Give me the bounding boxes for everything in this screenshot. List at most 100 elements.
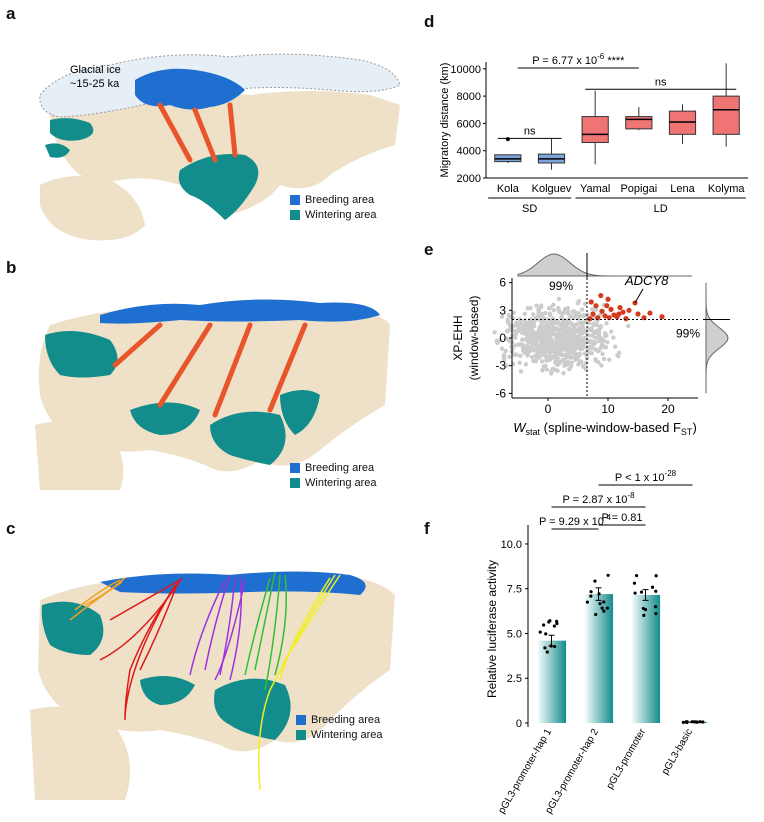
scatter-point-bg — [617, 350, 622, 356]
breeding-swatch — [290, 463, 300, 473]
scatter-point-bg — [517, 322, 522, 327]
tracks-purple — [189, 574, 246, 681]
scatter-point-bg — [592, 340, 598, 345]
wintering-area-c3 — [140, 676, 195, 705]
scatter-point-bg — [585, 349, 591, 354]
scatter-point-bg — [523, 332, 528, 337]
scatter-point-bg — [601, 356, 607, 362]
replicate-point — [654, 574, 658, 578]
replicate-point — [654, 611, 658, 616]
scatter-point-bg — [575, 357, 580, 362]
scatter-point-bg — [540, 314, 545, 319]
scatter-point-bg — [499, 314, 505, 319]
scatter-point-bg — [552, 326, 557, 331]
replicate-point — [695, 720, 699, 724]
scatter-point-bg — [492, 330, 497, 335]
replicate-point — [605, 606, 610, 610]
scatter-point-bg — [556, 328, 562, 334]
scatter-point-bg — [569, 360, 575, 365]
chart-e: 0 10 20 -6 -3 0 3 6 99% 99% ADCY8 XP-EHH (window-bas… — [451, 253, 730, 437]
sig-label: P = 2.87 x 10-8 — [562, 491, 635, 506]
scatter-point-bg — [543, 334, 549, 340]
bar-2 — [583, 594, 614, 723]
migration-arrows-a — [157, 102, 238, 163]
panel-letter-e: e — [424, 240, 434, 259]
scatter-point-bg — [594, 328, 599, 334]
replicate-point — [544, 632, 548, 636]
replicate-point — [542, 623, 546, 627]
scatter-point-bg — [520, 337, 525, 342]
y-tick-label: 7.5 — [507, 584, 522, 596]
scatter-point-bg — [557, 334, 562, 339]
replicate-point — [589, 594, 593, 598]
replicate-point — [685, 720, 689, 724]
scatter-point-bg — [612, 344, 618, 349]
scatter-point-bg — [531, 312, 536, 317]
scatter-point-bg — [511, 323, 516, 329]
scatter-point-bg — [534, 341, 539, 347]
x-tick-label: Kolguev — [532, 183, 572, 195]
scatter-point-top — [616, 311, 622, 317]
legend-breeding-label: Breeding area — [311, 714, 381, 726]
panel-letter-c: c — [6, 519, 16, 538]
replicate-point — [602, 609, 606, 613]
marginal-density-y — [705, 282, 729, 394]
scatter-point-bg — [522, 311, 527, 316]
scatter-point-bg — [573, 345, 579, 351]
replicate-point — [650, 585, 655, 589]
scatter-point-bg — [565, 329, 570, 335]
scatter-point-bg — [598, 324, 604, 329]
scatter-point-bg — [547, 333, 553, 338]
scatter-point-bg — [590, 306, 595, 312]
y-tick-label: 2000 — [457, 173, 481, 185]
scatter-point-bg — [557, 346, 563, 351]
sig-label: ns — [524, 125, 536, 137]
scatter-point-top — [602, 313, 608, 319]
scatter-point-bg — [544, 367, 549, 372]
scatter-point-bg — [552, 344, 558, 349]
scatter-point-bg — [586, 320, 592, 326]
map-a: Glacial ice ~15-25 ka — [39, 53, 401, 241]
tracks-red — [99, 577, 183, 721]
sig-label: P < 1 x 10-28 — [615, 469, 677, 484]
scatter-point-bg — [527, 333, 532, 338]
scatter-point-bg — [582, 313, 587, 319]
percentile-label-x: 99% — [549, 279, 573, 293]
scatter-point-bg — [603, 333, 608, 339]
scatter-point-bg — [538, 331, 544, 337]
scatter-point-bg — [538, 353, 544, 358]
ice-label-line1: Glacial ice — [70, 64, 121, 76]
box-yamal — [581, 116, 609, 144]
scatter-point-top — [593, 303, 599, 309]
replicate-point — [602, 600, 606, 604]
x-tick-label: 10 — [601, 402, 615, 416]
wintering-area-b4 — [280, 390, 320, 435]
scatter-point-bg — [522, 350, 527, 356]
y-tick-label: 5.0 — [507, 628, 522, 640]
y-tick-label: 0 — [516, 718, 522, 730]
y-tick-label: 6000 — [457, 118, 481, 130]
scatter-point-bg — [596, 360, 601, 365]
scatter-point-bg — [507, 313, 512, 319]
scatter-point-bg — [539, 359, 545, 364]
y-axis-label-line2: (window-based) — [467, 296, 481, 381]
group-label: SD — [522, 203, 537, 215]
wintering-swatch — [290, 478, 300, 488]
scatter-point-bg — [556, 296, 562, 302]
x-tick-label: Lena — [670, 183, 695, 195]
scatter-point-bg — [564, 352, 569, 358]
scatter-point-bg — [551, 308, 557, 313]
scatter-point-bg — [600, 351, 605, 356]
landmass-africa — [35, 421, 124, 490]
x-tick-label: pGL3-promoter — [605, 726, 649, 791]
scatter-point-bg — [581, 363, 586, 368]
scatter-point-bg — [508, 327, 513, 332]
scatter-point-bg — [566, 316, 572, 322]
scatter-point-bg — [537, 344, 542, 350]
scatter-point-bg — [570, 354, 575, 360]
panel-letter-f: f — [424, 519, 430, 538]
ice-label-line2: ~15-25 ka — [70, 78, 120, 90]
scatter-point-bg — [585, 332, 591, 338]
legend-breeding-label: Breeding area — [305, 462, 375, 474]
replicate-point — [598, 602, 602, 606]
